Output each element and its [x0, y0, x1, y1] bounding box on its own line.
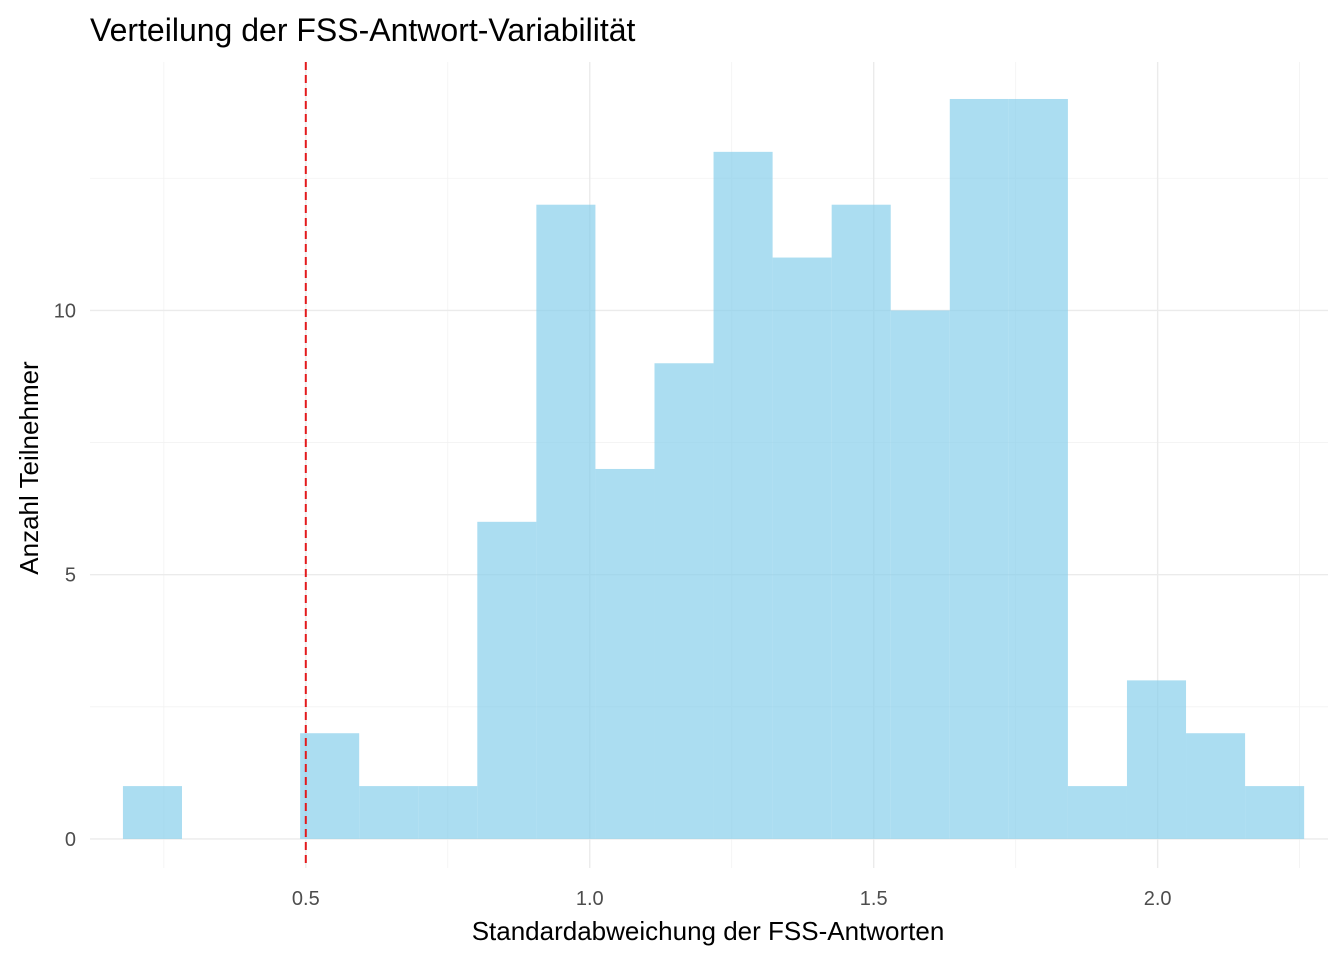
- histogram-bar: [595, 468, 655, 839]
- histogram-bar: [890, 310, 950, 839]
- y-tick-label: 10: [54, 300, 76, 322]
- histogram-bar: [772, 257, 832, 839]
- y-axis-tick-labels: 0 5 10: [54, 300, 76, 851]
- histogram-bar: [359, 786, 419, 839]
- histogram-bar: [831, 204, 891, 839]
- y-tick-label: 0: [65, 829, 76, 851]
- x-tick-label: 2.0: [1144, 888, 1172, 910]
- histogram-bar: [713, 151, 773, 839]
- histogram-bar: [477, 521, 537, 839]
- x-tick-label: 1.5: [860, 888, 888, 910]
- chart-title: Verteilung der FSS-Antwort-Variabilität: [90, 12, 636, 48]
- histogram-bar: [1008, 98, 1068, 839]
- histogram-bar: [1067, 786, 1127, 839]
- histogram-bar: [1245, 786, 1305, 839]
- histogram-bar: [536, 204, 596, 839]
- x-tick-label: 0.5: [292, 888, 320, 910]
- y-axis-title: Anzahl Teilnehmer: [14, 361, 44, 575]
- histogram-bar: [654, 363, 714, 839]
- histogram-bar: [300, 733, 360, 839]
- x-tick-label: 1.0: [576, 888, 604, 910]
- y-tick-label: 5: [65, 565, 76, 587]
- histogram-bar: [949, 98, 1009, 839]
- histogram-bar: [1126, 680, 1187, 839]
- x-axis-tick-labels: 0.5 1.0 1.5 2.0: [292, 888, 1172, 910]
- histogram-bars: [122, 98, 1305, 839]
- histogram-bar: [418, 786, 478, 839]
- x-axis-title: Standardabweichung der FSS-Antworten: [472, 916, 945, 946]
- histogram-bar: [1186, 733, 1246, 839]
- histogram-bar: [122, 786, 182, 839]
